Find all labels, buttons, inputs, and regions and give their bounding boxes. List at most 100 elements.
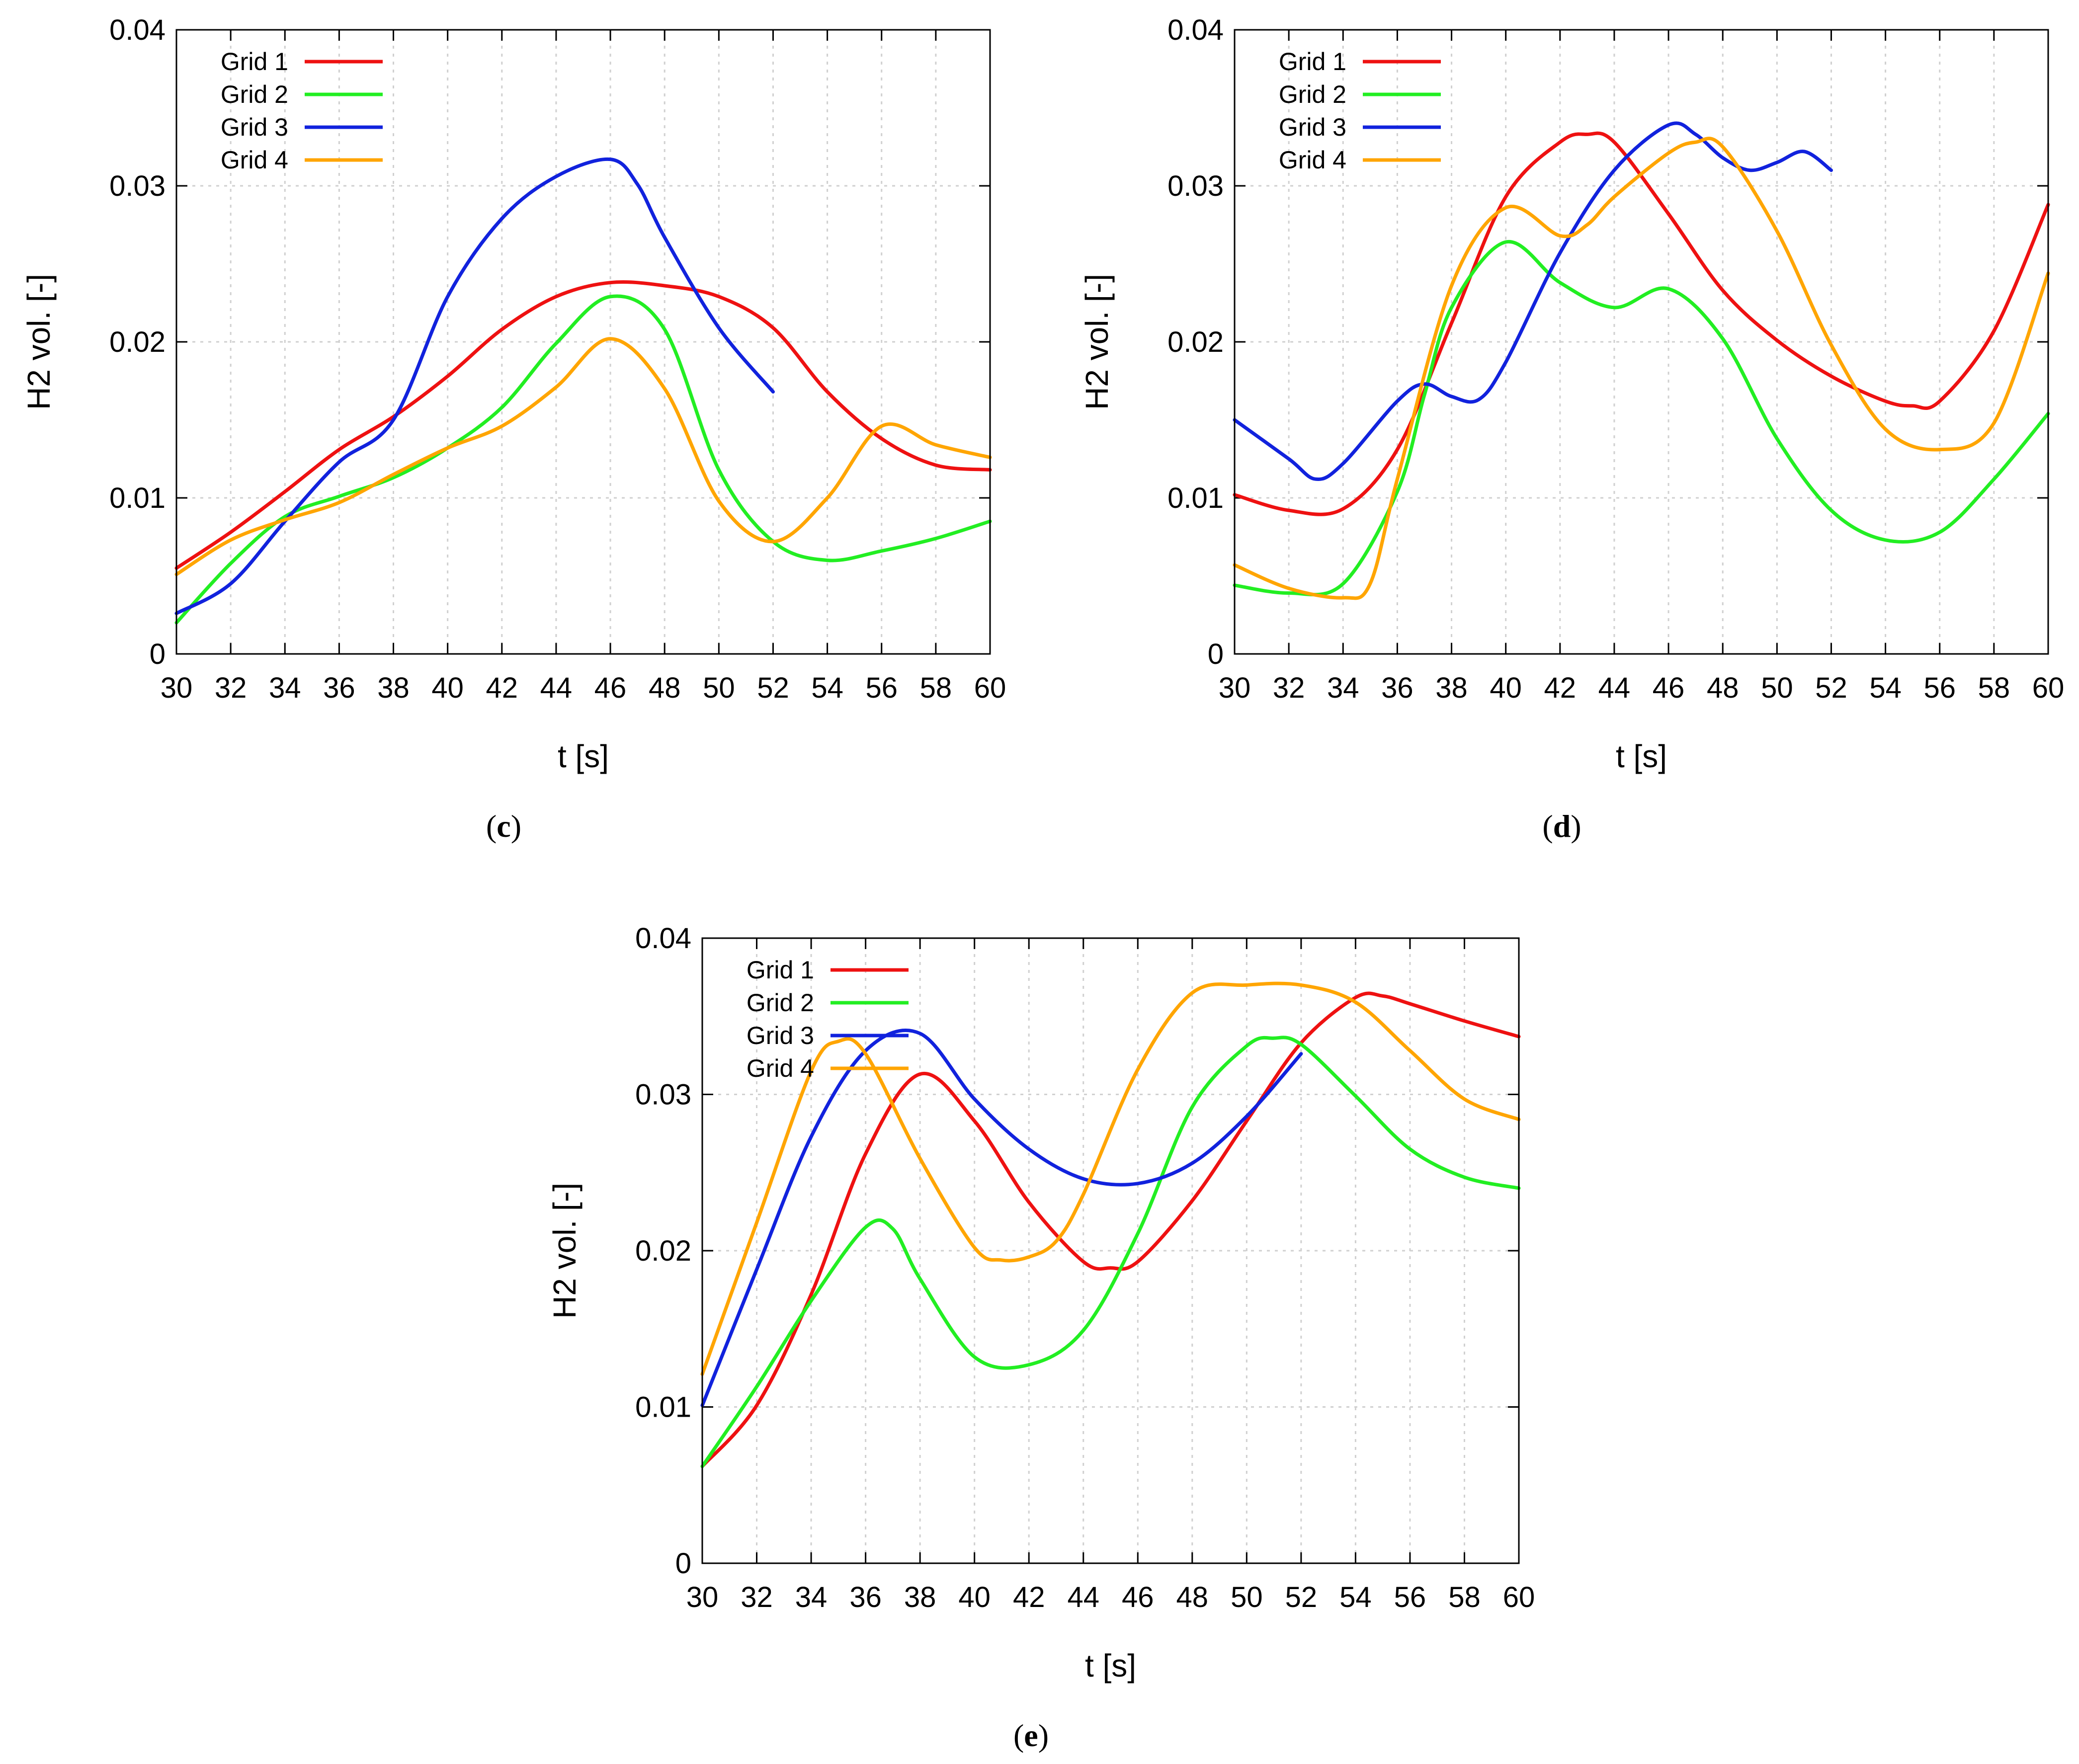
y-tick-label: 0.04 (635, 922, 691, 955)
gridlines (702, 938, 1519, 1563)
x-tick-label: 58 (920, 672, 952, 704)
x-tick-label: 34 (269, 672, 301, 704)
x-tick-label: 50 (1231, 1581, 1263, 1613)
y-tick-label: 0 (1208, 638, 1224, 670)
x-tick-label: 46 (594, 672, 627, 704)
x-tick-label: 36 (323, 672, 355, 704)
series-line-grid-3 (700, 1029, 1303, 1407)
x-tick-label: 56 (1394, 1581, 1426, 1613)
x-tick-label: 30 (161, 672, 193, 704)
x-tick-label: 36 (849, 1581, 882, 1613)
y-axis-ticks: 0 0.01 0.02 0.03 0.04 (1167, 14, 2048, 670)
panel-c: 0 0.01 0.02 0.03 0.04 30 32 34 36 38 40 42 44 46 48 50… (21, 14, 1006, 844)
panel-caption-letter: c (497, 808, 510, 844)
x-tick-label: 46 (1653, 672, 1685, 704)
series-lines (174, 157, 992, 625)
x-tick-label: 54 (811, 672, 843, 704)
legend-label: Grid 4 (221, 146, 288, 174)
legend: Grid 1 Grid 2 Grid 3 Grid 4 (747, 956, 909, 1082)
y-tick-label: 0.01 (1167, 482, 1224, 514)
y-tick-label: 0.02 (109, 326, 166, 358)
series-line-grid-1 (1233, 131, 2050, 516)
x-tick-label: 48 (1707, 672, 1739, 704)
panel-d: 0 0.01 0.02 0.03 0.04 30 32 34 36 38 40 42 44 46 48 50… (1079, 14, 2064, 844)
y-axis-ticks: 0 0.01 0.02 0.03 0.04 (635, 922, 1519, 1580)
y-tick-label: 0.04 (1167, 14, 1224, 46)
x-tick-label: 42 (1544, 672, 1577, 704)
series-lines (700, 981, 1521, 1468)
x-tick-label: 32 (741, 1581, 773, 1613)
x-tick-label: 44 (1067, 1581, 1099, 1613)
legend: Grid 1 Grid 2 Grid 3 Grid 4 (1279, 48, 1441, 174)
x-axis-label: t [s] (1085, 1648, 1136, 1684)
x-tick-label: 30 (686, 1581, 719, 1613)
x-axis-ticks: 30 32 34 36 38 40 42 44 46 48 50 52 54 56 58 60 (1219, 30, 2065, 704)
y-tick-label: 0.04 (109, 14, 166, 46)
legend-label: Grid 1 (221, 48, 288, 76)
x-tick-label: 54 (1339, 1581, 1372, 1613)
x-axis-label: t [s] (1616, 738, 1667, 774)
series-line-grid-2 (174, 294, 992, 625)
y-axis-label: H2 vol. [-] (547, 1183, 582, 1319)
x-tick-label: 44 (540, 672, 573, 704)
x-tick-label: 60 (2032, 672, 2065, 704)
legend-label: Grid 2 (1279, 80, 1346, 108)
plot-frame (175, 29, 991, 655)
x-tick-label: 40 (958, 1581, 991, 1613)
y-tick-label: 0.03 (635, 1079, 691, 1111)
x-tick-label: 40 (1490, 672, 1522, 704)
plot-frame (701, 937, 1520, 1564)
series-line-grid-4 (1233, 137, 2050, 600)
x-tick-label: 38 (377, 672, 410, 704)
series-line-grid-1 (700, 991, 1521, 1468)
y-axis-label: H2 vol. [-] (21, 274, 57, 410)
x-tick-label: 58 (1978, 672, 2010, 704)
x-tick-label: 60 (974, 672, 1006, 704)
y-tick-label: 0 (675, 1547, 691, 1580)
legend-label: Grid 3 (221, 113, 288, 141)
legend-label: Grid 3 (747, 1022, 814, 1049)
panel-caption-letter: e (1024, 1718, 1038, 1753)
y-tick-label: 0.03 (109, 170, 166, 202)
legend-label: Grid 4 (1279, 146, 1346, 174)
y-tick-label: 0.01 (109, 482, 166, 514)
x-tick-label: 40 (431, 672, 464, 704)
x-axis-ticks: 30 32 34 36 38 40 42 44 46 48 50 52 54 56 58 60 (161, 30, 1006, 704)
panel-caption: (e) (1013, 1718, 1049, 1753)
plot-frame (1234, 29, 2049, 655)
x-tick-label: 54 (1869, 672, 1902, 704)
y-axis-label: H2 vol. [-] (1079, 274, 1115, 410)
series-lines (1233, 121, 2050, 600)
legend-label: Grid 1 (747, 956, 814, 984)
x-tick-label: 30 (1219, 672, 1251, 704)
x-tick-label: 38 (1435, 672, 1468, 704)
x-tick-label: 44 (1598, 672, 1631, 704)
x-tick-label: 38 (904, 1581, 936, 1613)
panel-caption: (d) (1542, 808, 1581, 844)
series-line-grid-2 (700, 1036, 1521, 1468)
x-tick-label: 48 (649, 672, 681, 704)
legend-label: Grid 4 (747, 1054, 814, 1082)
legend-label: Grid 2 (747, 989, 814, 1017)
x-tick-label: 52 (1815, 672, 1847, 704)
x-tick-label: 52 (757, 672, 789, 704)
x-tick-label: 48 (1176, 1581, 1209, 1613)
x-tick-label: 50 (703, 672, 735, 704)
series-line-grid-1 (174, 280, 992, 570)
y-tick-label: 0.02 (635, 1235, 691, 1267)
legend-label: Grid 1 (1279, 48, 1346, 76)
x-tick-label: 42 (1013, 1581, 1045, 1613)
x-tick-label: 56 (865, 672, 898, 704)
y-tick-label: 0.02 (1167, 326, 1224, 358)
series-line-grid-4 (174, 337, 992, 576)
y-tick-label: 0.03 (1167, 170, 1224, 202)
x-tick-label: 56 (1923, 672, 1956, 704)
y-tick-label: 0.01 (635, 1391, 691, 1424)
x-tick-label: 34 (795, 1581, 828, 1613)
panel-e: 0 0.01 0.02 0.03 0.04 30 32 34 36 38 40 42 44 46 48 50… (547, 922, 1535, 1753)
x-tick-label: 46 (1122, 1581, 1154, 1613)
x-tick-label: 60 (1503, 1581, 1535, 1613)
y-tick-label: 0 (150, 638, 166, 670)
series-line-grid-4 (700, 981, 1521, 1376)
